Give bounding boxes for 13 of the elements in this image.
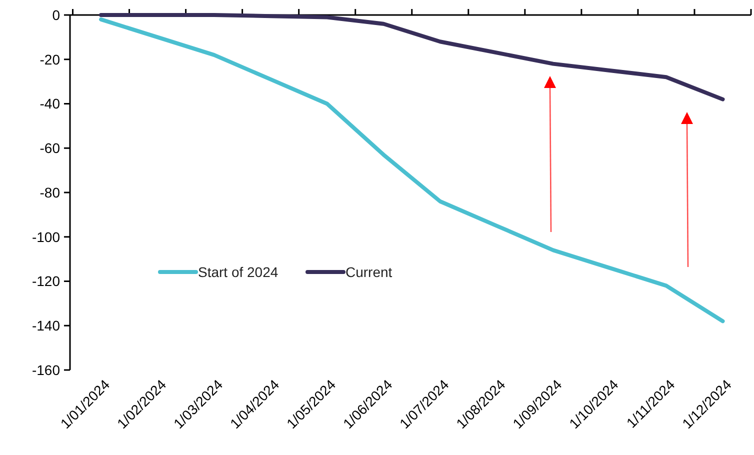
y-tick-label: -60 (40, 140, 60, 156)
y-tick-label: -40 (40, 96, 60, 112)
legend-label: Start of 2024 (198, 264, 278, 280)
y-tick-label: -100 (32, 228, 60, 245)
y-tick-label: -140 (32, 318, 60, 334)
y-tick-label: 0 (52, 6, 60, 23)
legend-label: Current (346, 264, 392, 280)
line-series (99, 17, 725, 324)
line-series (99, 13, 725, 102)
y-tick-label: -20 (40, 51, 60, 68)
y-tick-label: -160 (32, 362, 60, 378)
y-tick-label: -80 (40, 184, 60, 200)
y-tick-label: -120 (32, 273, 60, 290)
